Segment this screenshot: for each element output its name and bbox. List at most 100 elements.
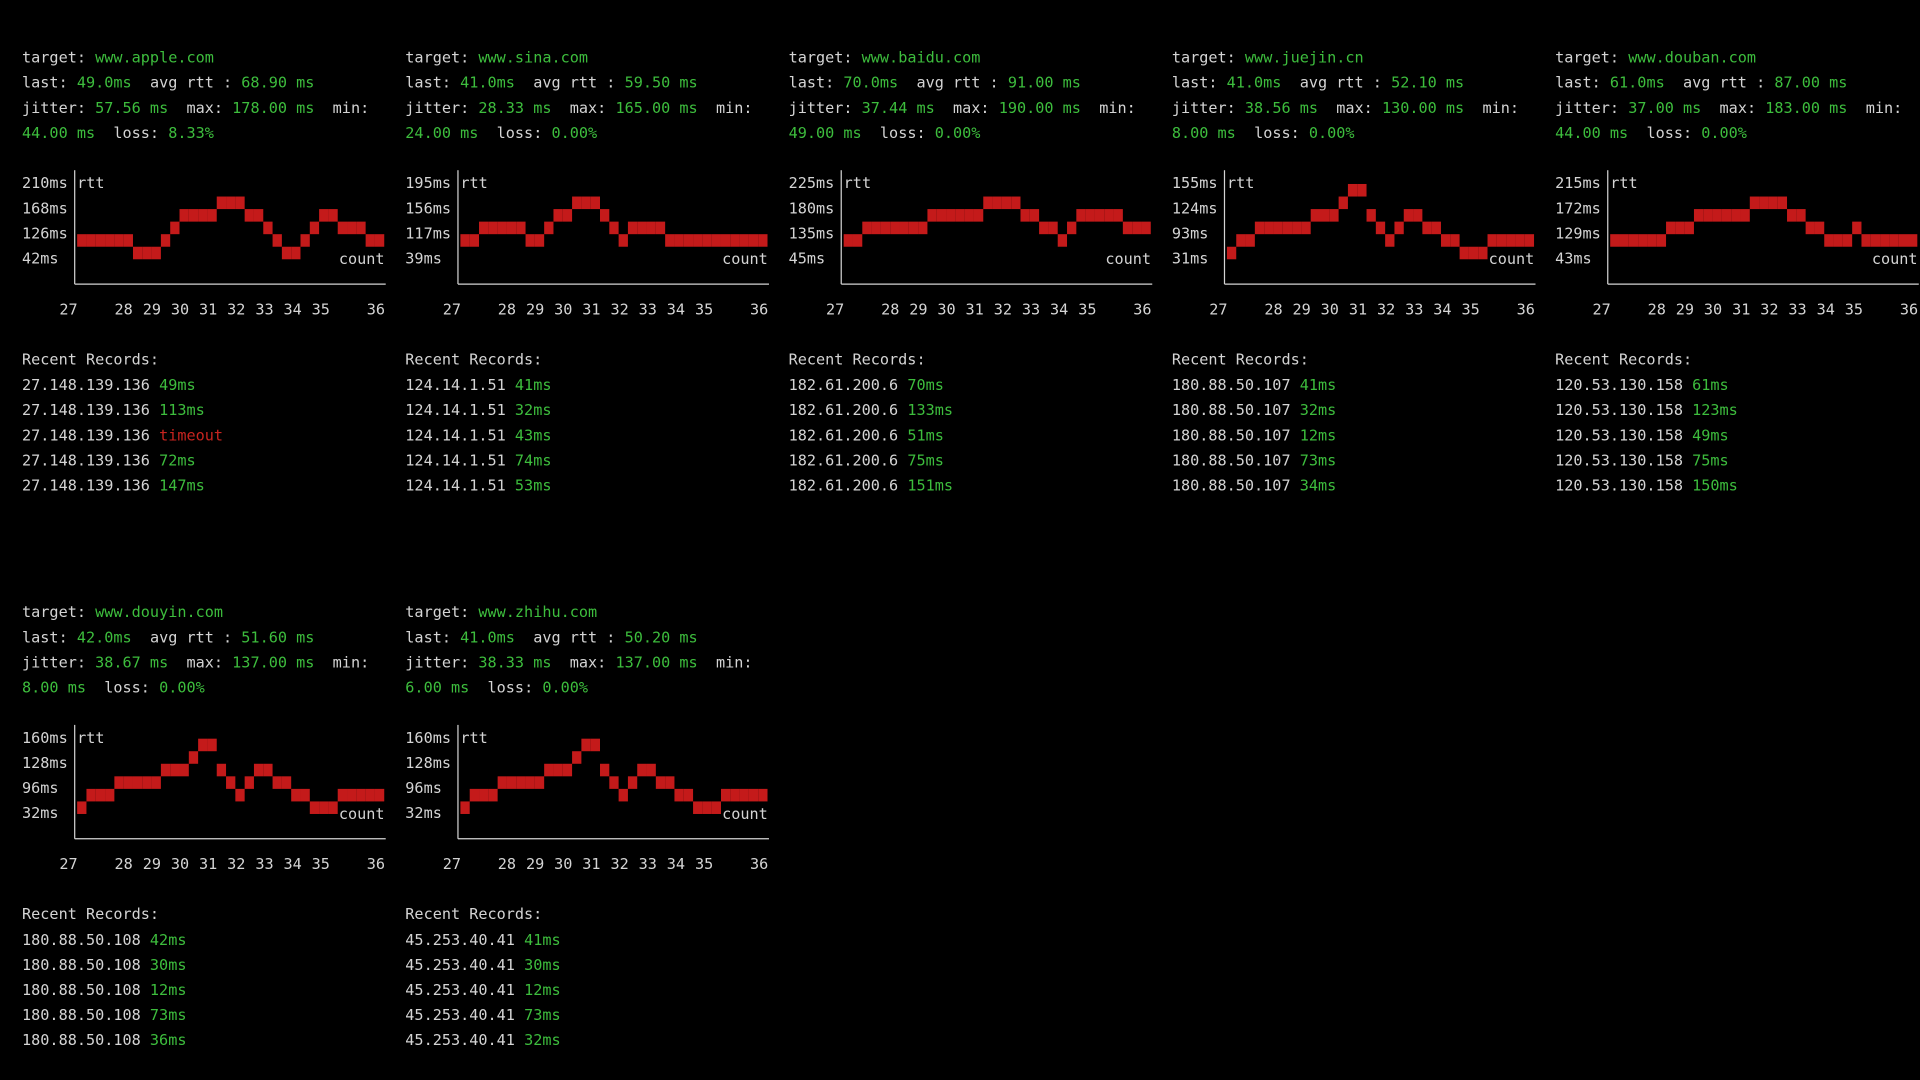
x-tick-label: 35: [695, 855, 713, 873]
rtt-block: [1740, 209, 1750, 222]
y-tick-label: 32ms: [22, 804, 59, 822]
record-rtt: 41ms: [515, 376, 552, 394]
x-tick-label: 32: [1377, 300, 1395, 318]
stats-line: last: 41.0ms avg rtt : 52.10 ms: [1172, 73, 1464, 91]
rtt-block: [655, 221, 666, 235]
record-line: 180.88.50.108 30ms: [22, 955, 186, 973]
rtt-block: [1496, 234, 1507, 247]
rtt-block: [758, 234, 768, 247]
record-line: 180.88.50.107 34ms: [1172, 476, 1336, 494]
text: 57.56 ms: [95, 98, 168, 116]
rtt-block: [188, 751, 199, 764]
rtt-block: [506, 776, 517, 789]
rtt-block: [1113, 209, 1123, 222]
x-tick-label: 29: [1292, 300, 1310, 318]
x-tick-label: 35: [312, 855, 330, 873]
rtt-block: [86, 788, 96, 802]
text: min:: [1482, 98, 1519, 116]
target-line: target: www.douban.com: [1555, 48, 1756, 66]
record-line: 124.14.1.51 53ms: [405, 476, 551, 494]
text: 70.0ms: [843, 73, 898, 91]
stats-line: last: 49.0ms avg rtt : 68.90 ms: [22, 73, 314, 91]
rtt-block: [908, 221, 919, 235]
rtt-block: [1094, 209, 1105, 222]
stats-line: 44.00 ms loss: 0.00%: [1555, 123, 1747, 141]
record-ip: 182.61.200.6: [789, 451, 899, 469]
rtt-block: [319, 801, 329, 814]
rtt-block: [572, 751, 582, 764]
rtt-block: [309, 801, 320, 814]
rtt-block: [300, 234, 310, 247]
rtt-block: [347, 221, 357, 235]
rtt-block: [627, 221, 638, 235]
x-tick-label: 30: [171, 855, 189, 873]
x-tick-label: 36: [1517, 300, 1535, 318]
stats-line: 49.00 ms loss: 0.00%: [789, 123, 981, 141]
x-tick-label: 31: [966, 300, 984, 318]
text: max:: [186, 653, 223, 671]
x-tick-label: 36: [367, 855, 385, 873]
record-rtt: 113ms: [159, 401, 205, 419]
rtt-block: [328, 801, 338, 814]
x-tick-label: 32: [227, 855, 245, 873]
record-ip: 182.61.200.6: [789, 401, 899, 419]
record-ip: 124.14.1.51: [405, 451, 505, 469]
rtt-block: [216, 196, 227, 210]
text: jitter:: [22, 653, 86, 671]
x-tick-label: 30: [554, 300, 572, 318]
record-rtt: 75ms: [907, 451, 944, 469]
legend-label: count: [1872, 250, 1918, 268]
rtt-block: [1338, 196, 1348, 210]
record-line: 124.14.1.51 74ms: [405, 451, 551, 469]
text: 38.33 ms: [478, 653, 551, 671]
rtt-block: [337, 221, 348, 235]
y-tick-label: 117ms: [405, 224, 451, 242]
x-tick-label: 27: [443, 300, 461, 318]
y-tick-label: 45ms: [789, 249, 826, 267]
target-host: www.zhihu.com: [478, 603, 597, 621]
axis-title: rtt: [77, 174, 104, 192]
rtt-block: [1450, 234, 1460, 247]
rtt-block: [609, 776, 619, 789]
records-title: Recent Records:: [22, 905, 159, 923]
record-rtt: 150ms: [1692, 476, 1738, 494]
record-line: 27.148.139.136 timeout: [22, 426, 223, 444]
x-tick-label: 34: [1433, 300, 1451, 318]
x-tick-label: 32: [1760, 300, 1778, 318]
x-tick-label: 27: [1209, 300, 1227, 318]
rtt-block: [1226, 246, 1237, 260]
rtt-block: [1908, 234, 1918, 247]
rtt-block: [1833, 234, 1843, 247]
record-line: 45.253.40.41 30ms: [405, 955, 560, 973]
record-line: 45.253.40.41 32ms: [405, 1031, 560, 1049]
target-host: www.juejin.cn: [1245, 48, 1364, 66]
record-rtt: 133ms: [907, 401, 953, 419]
rtt-block: [142, 246, 152, 260]
rtt-block: [702, 801, 712, 814]
x-tick-label: 28: [115, 300, 133, 318]
rtt-block: [525, 776, 535, 789]
rtt-block: [114, 234, 124, 247]
text: max:: [186, 98, 223, 116]
record-ip: 27.148.139.136: [22, 376, 150, 394]
rtt-block: [337, 788, 348, 802]
axis-title: rtt: [1610, 174, 1637, 192]
x-tick-label: 27: [59, 300, 77, 318]
y-tick-label: 129ms: [1555, 224, 1601, 242]
rtt-block: [1515, 234, 1525, 247]
x-tick-label: 29: [1676, 300, 1694, 318]
x-tick-label: 32: [610, 855, 628, 873]
stats-line: jitter: 37.44 ms max: 190.00 ms min:: [789, 98, 1136, 116]
text: 38.67 ms: [95, 653, 168, 671]
y-tick-label: 39ms: [405, 249, 442, 267]
y-tick-label: 43ms: [1555, 249, 1592, 267]
record-ip: 180.88.50.108: [22, 980, 141, 998]
legend-label: count: [722, 805, 768, 823]
text: max:: [1336, 98, 1373, 116]
rtt-block: [683, 234, 694, 247]
x-tick-label: 30: [171, 300, 189, 318]
record-rtt: 12ms: [150, 980, 187, 998]
rtt-block: [356, 788, 366, 802]
rtt-block: [244, 776, 254, 789]
y-tick-label: 31ms: [1172, 249, 1209, 267]
